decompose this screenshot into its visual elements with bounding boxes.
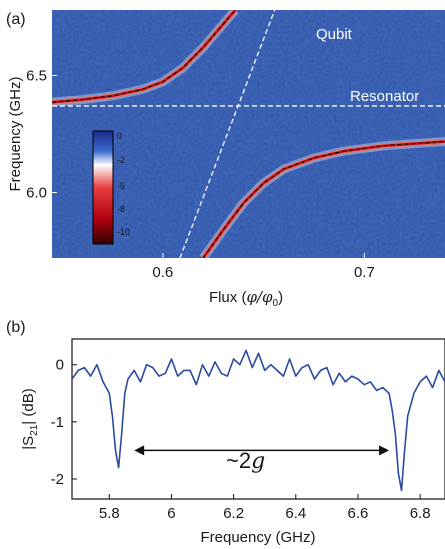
x-tick-label-a: 0.7 [354, 264, 375, 281]
colorbar-tick: -5 [117, 181, 125, 191]
resonator-label: Resonator [350, 88, 419, 105]
fit-curve [52, 10, 236, 103]
y-tick-label-b: -1 [51, 414, 64, 431]
series-line [72, 349, 445, 492]
x-axis-label-b: Frequency (GHz) [200, 529, 315, 546]
panel-b-label: (b) [6, 319, 26, 336]
qubit-label: Qubit [316, 26, 353, 43]
x-axis-label-a: Flux (φ/φ0) [209, 288, 283, 309]
colorbar-gradient [92, 130, 114, 245]
colorbar: 0 -2 -5 -8 -10 [92, 130, 130, 245]
heatmap-noise [52, 10, 445, 258]
colorbar-tick: -2 [117, 155, 125, 165]
fit-curve [202, 140, 445, 258]
colorbar-tick: 0 [117, 131, 122, 141]
x-tick-label-b: 6.2 [223, 505, 244, 522]
x-tick-label-a: 0.6 [152, 264, 173, 281]
colorbar-tick: -10 [117, 227, 130, 237]
y-axis-label-b: |S21| (dB) [20, 388, 40, 449]
x-tick-label-b: 6.6 [348, 505, 369, 522]
y-tick-label-a: 6.0 [26, 184, 47, 201]
arrow-head-right [379, 445, 390, 456]
x-tick-label-b: 6.4 [285, 505, 306, 522]
x-tick-label-b: 6.8 [410, 505, 431, 522]
x-tick-label-b: 6 [167, 505, 175, 522]
splitting-annotation: ~2g [226, 448, 265, 474]
y-tick-label-b: 0 [56, 357, 64, 374]
x-tick-label-b: 5.8 [99, 505, 120, 522]
y-tick-label-a: 6.5 [26, 68, 47, 85]
y-axis-label-a: Frequency (GHz) [7, 76, 24, 191]
heatmap-panel [52, 10, 445, 258]
qubit-line [179, 10, 276, 258]
colorbar-tick: -8 [117, 204, 125, 214]
arrow-head-left [134, 445, 145, 456]
panel-a-label: (a) [6, 11, 26, 28]
plot-frame-b [71, 338, 445, 500]
y-tick-label-b: -2 [51, 471, 64, 488]
